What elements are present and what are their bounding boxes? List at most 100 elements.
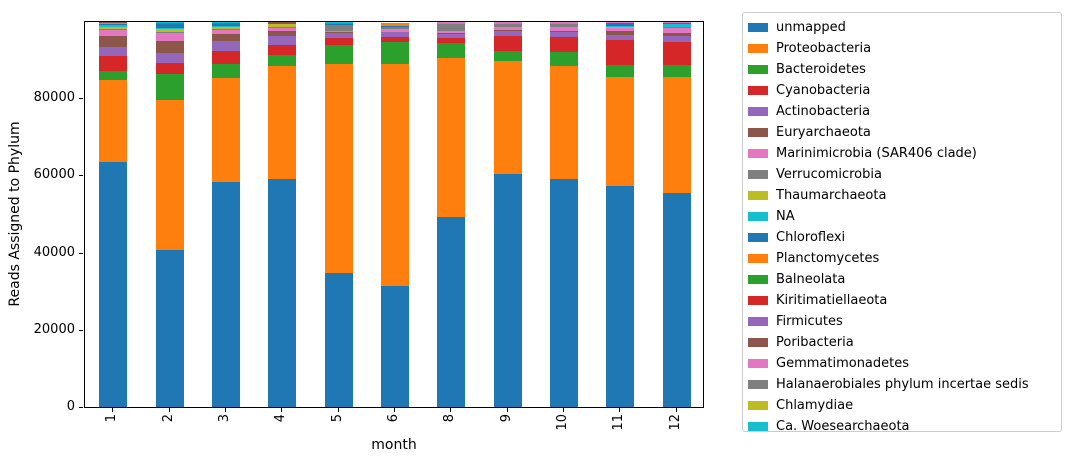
bar-segment	[381, 286, 409, 407]
legend-swatch	[748, 170, 768, 179]
y-axis-label: Reads Assigned to Phylum	[7, 121, 23, 307]
bar-segment	[606, 77, 635, 187]
bar-segment	[550, 26, 579, 32]
bar-segment	[550, 179, 579, 407]
legend-label: Marinimicrobia (SAR406 clade)	[776, 146, 977, 161]
x-tick-mark	[168, 408, 170, 412]
bar-segment	[155, 28, 184, 33]
y-tick-mark	[79, 98, 83, 100]
bar-segment	[99, 162, 128, 407]
bar-month-10	[550, 22, 579, 407]
x-tick-label: 4	[273, 414, 289, 423]
bar-segment	[437, 33, 466, 38]
bar-segment	[662, 41, 691, 65]
legend-item: Gemmatimonadetes	[748, 353, 1055, 374]
bar-segment	[493, 61, 522, 174]
bar-segment	[381, 27, 409, 29]
legend-swatch	[748, 128, 768, 137]
legend-item: Marinimicrobia (SAR406 clade)	[748, 143, 1055, 164]
legend-swatch	[748, 401, 768, 410]
legend-item: Cyanobacteria	[748, 80, 1055, 101]
bar-segment	[381, 42, 409, 64]
bar-segment	[324, 24, 353, 31]
bar-segment	[155, 99, 184, 251]
legend-swatch	[748, 422, 768, 431]
legend-label: Verrucomicrobia	[776, 167, 882, 182]
legend-swatch	[748, 149, 768, 158]
bar-segment	[155, 23, 184, 28]
bar-segment	[606, 28, 635, 32]
x-axis-label: month	[371, 437, 417, 453]
legend-label: Balneolata	[776, 272, 846, 287]
x-tick-label: 8	[442, 414, 458, 423]
bar-segment	[381, 23, 409, 27]
bar-segment	[268, 30, 297, 37]
legend-item: Halanaerobiales phylum incertae sedis	[748, 374, 1055, 395]
bar-segment	[381, 63, 409, 287]
bar-segment	[662, 77, 691, 193]
bar-month-6	[381, 22, 409, 407]
bar-segment	[99, 26, 128, 29]
bar-segment	[155, 74, 184, 100]
bar-month-9	[493, 22, 522, 407]
bar-month-3	[211, 22, 240, 407]
bar-segment	[437, 57, 466, 217]
legend-swatch	[748, 380, 768, 389]
bar-month-1	[99, 21, 128, 407]
legend-item: Thaumarchaeota	[748, 185, 1055, 206]
legend-swatch	[748, 44, 768, 53]
plot-area	[84, 21, 704, 408]
bar-segment	[324, 272, 353, 407]
bar-month-4	[268, 22, 297, 407]
legend-label: Actinobacteria	[776, 104, 871, 119]
bar-segment	[493, 51, 522, 62]
bar-segment	[155, 27, 184, 29]
bar-segment	[437, 37, 466, 44]
legend-swatch	[748, 23, 768, 32]
bar-segment	[381, 28, 409, 32]
y-tick-mark	[79, 175, 83, 177]
legend-item: Planctomycetes	[748, 248, 1055, 269]
y-tick-label: 0	[66, 399, 75, 414]
bar-segment	[437, 216, 466, 407]
x-tick-mark	[675, 408, 677, 412]
bar-segment	[211, 30, 240, 34]
bar-segment	[324, 30, 353, 32]
legend-item: Proteobacteria	[748, 38, 1055, 59]
bar-segment	[155, 53, 184, 64]
bar-segment	[662, 192, 691, 407]
legend-label: NA	[776, 209, 795, 224]
bar-segment	[437, 31, 466, 34]
bar-segment	[99, 28, 128, 30]
bar-segment	[99, 29, 128, 37]
bar-segment	[493, 31, 522, 37]
bar-month-11	[606, 22, 635, 407]
x-tick-mark	[563, 408, 565, 412]
legend: unmapped Proteobacteria Bacteroidetes Cyano…	[742, 12, 1062, 434]
bar-segment	[606, 65, 635, 78]
x-tick-mark	[450, 408, 452, 412]
bar-segment	[211, 26, 240, 27]
bar-segment	[268, 54, 297, 66]
bar-segment	[493, 27, 522, 31]
bar-segment	[268, 178, 297, 407]
legend-label: Ca. Woesearchaeota	[776, 419, 910, 434]
x-tick-label: 1	[104, 414, 120, 423]
bar-segment	[550, 65, 579, 180]
y-tick-mark	[79, 329, 83, 331]
bar-segment	[381, 36, 409, 43]
y-tick-mark	[79, 252, 83, 254]
bar-segment	[211, 181, 240, 407]
bar-segment	[99, 56, 128, 72]
bar-segment	[268, 23, 297, 27]
legend-item: Actinobacteria	[748, 101, 1055, 122]
legend-label: Chloroflexi	[776, 230, 846, 245]
x-tick-label: 3	[216, 414, 232, 423]
legend-item: Kiritimatiellaeota	[748, 290, 1055, 311]
bar-segment	[155, 250, 184, 407]
bar-segment	[437, 43, 466, 58]
legend-swatch	[748, 191, 768, 200]
y-tick-label: 20000	[33, 321, 75, 337]
bar-segment	[662, 27, 691, 28]
bar-segment	[493, 30, 522, 32]
